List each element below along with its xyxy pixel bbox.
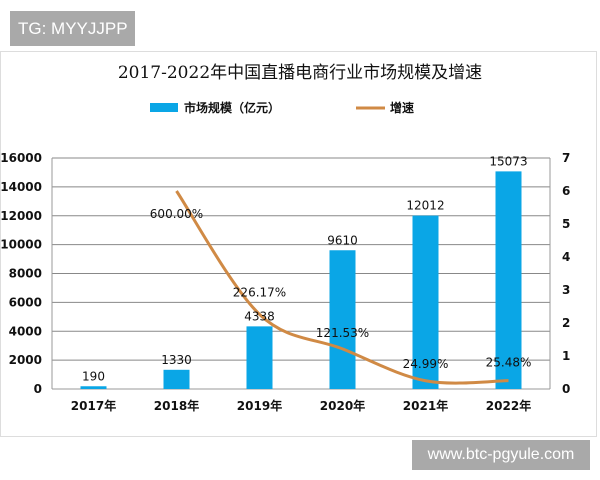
line-data-label: 226.17% bbox=[233, 285, 286, 299]
y-right-tick-label: 0 bbox=[562, 382, 570, 396]
line-data-label: 121.53% bbox=[316, 326, 369, 340]
line-data-label: 25.48% bbox=[486, 356, 532, 370]
x-tick-label: 2020年 bbox=[320, 398, 365, 413]
legend-bar-swatch bbox=[150, 103, 178, 112]
y-right-tick-label: 4 bbox=[562, 250, 570, 264]
y-right-tick-label: 5 bbox=[562, 217, 570, 231]
x-tick-label: 2018年 bbox=[154, 398, 199, 413]
growth-line bbox=[175, 190, 509, 385]
y-left-tick-label: 10000 bbox=[0, 238, 42, 252]
bar-data-label: 9610 bbox=[327, 233, 358, 247]
legend-bar-label: 市场规模（亿元） bbox=[184, 100, 280, 115]
y-right-tick-label: 1 bbox=[562, 349, 570, 363]
x-tick-label: 2017年 bbox=[71, 398, 116, 413]
chart-title: 2017-2022年中国直播电商行业市场规模及增速 bbox=[118, 63, 482, 83]
bar bbox=[412, 215, 439, 389]
legend-line-label: 增速 bbox=[390, 100, 414, 115]
bar bbox=[80, 386, 107, 389]
y-left-tick-label: 4000 bbox=[9, 324, 42, 338]
x-tick-label: 2022年 bbox=[486, 398, 531, 413]
x-tick-label: 2019年 bbox=[237, 398, 282, 413]
y-left-tick-label: 8000 bbox=[9, 267, 42, 281]
y-right-tick-label: 3 bbox=[562, 283, 570, 297]
watermark-top: TG: MYYJJPP bbox=[10, 11, 135, 46]
y-left-tick-label: 16000 bbox=[0, 151, 42, 165]
bar-data-label: 15073 bbox=[489, 154, 527, 168]
y-left-tick-label: 12000 bbox=[0, 209, 42, 223]
bar bbox=[163, 369, 190, 389]
line-data-label: 600.00% bbox=[150, 207, 203, 221]
y-left-tick-label: 2000 bbox=[9, 353, 42, 367]
bar bbox=[246, 326, 273, 389]
chart-frame bbox=[0, 51, 597, 437]
bar bbox=[329, 250, 356, 389]
y-left-tick-label: 0 bbox=[34, 382, 42, 396]
y-right-tick-label: 7 bbox=[562, 151, 570, 165]
bar-data-label: 12012 bbox=[406, 199, 444, 213]
line-data-label: 24.99% bbox=[403, 357, 449, 371]
watermark-bottom: www.btc-pgyule.com bbox=[412, 440, 590, 470]
x-tick-label: 2021年 bbox=[403, 398, 448, 413]
bar-data-label: 4338 bbox=[244, 309, 275, 323]
y-left-tick-label: 6000 bbox=[9, 295, 42, 309]
y-left-tick-label: 14000 bbox=[0, 180, 42, 194]
legend: 市场规模（亿元） 增速 bbox=[150, 100, 414, 115]
y-right-tick-label: 6 bbox=[562, 184, 570, 198]
y-right-tick-label: 2 bbox=[562, 316, 570, 330]
bar-data-label: 190 bbox=[82, 369, 105, 383]
bar-data-label: 1330 bbox=[161, 353, 192, 367]
bar bbox=[495, 171, 522, 389]
